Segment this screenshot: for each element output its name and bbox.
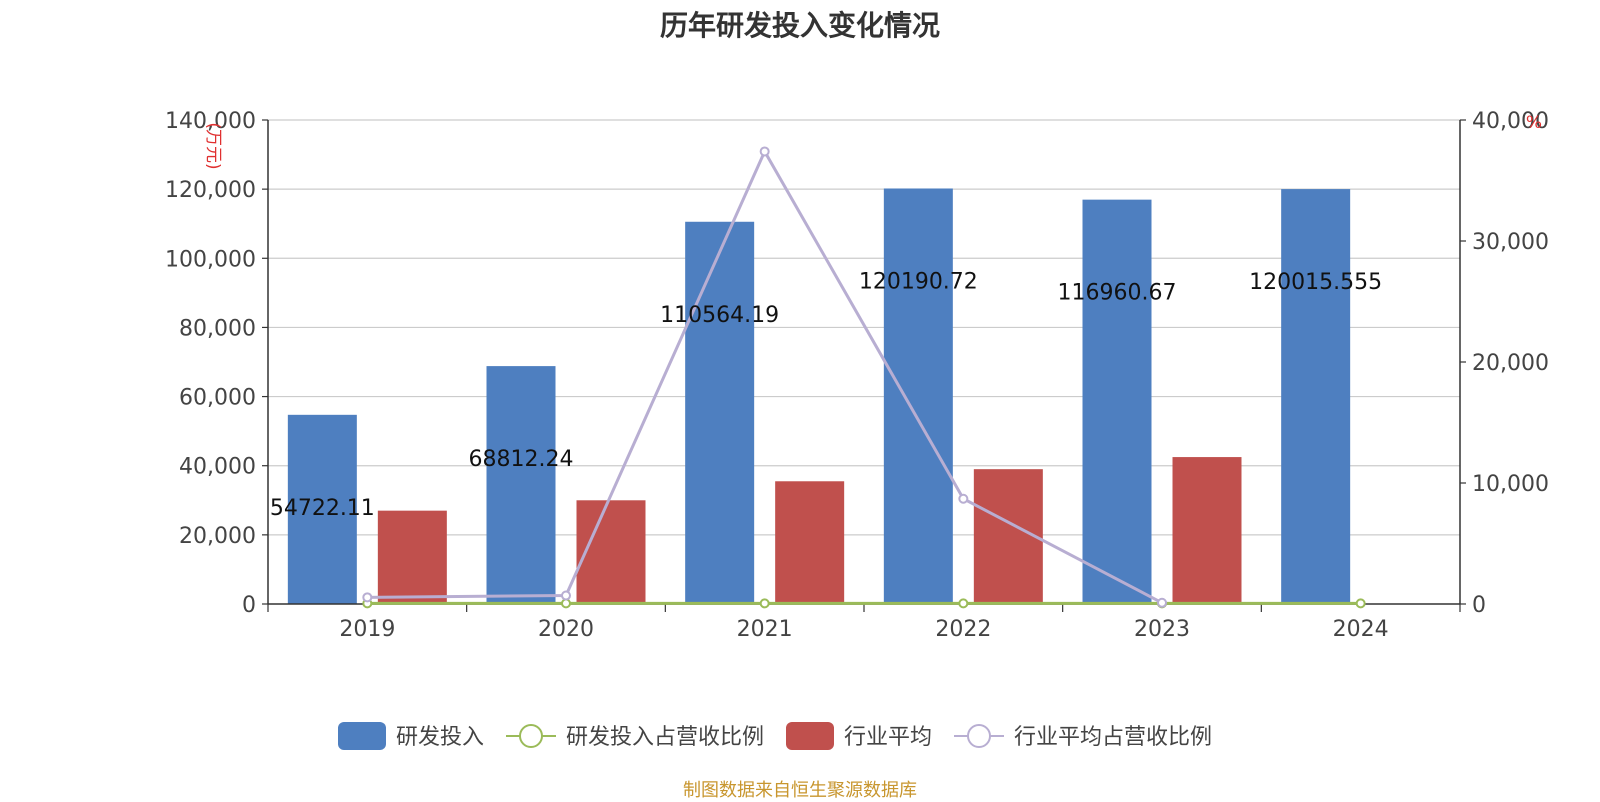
data-label: 116960.67	[1058, 281, 1177, 306]
point-rd-ratio	[1355, 598, 1366, 609]
legend-label: 行业平均	[844, 725, 932, 750]
right-axis-title: %	[1526, 113, 1542, 133]
right-tick-label: 40,000	[1472, 109, 1549, 134]
bar-industry-average	[1172, 457, 1242, 604]
x-tick-label: 2020	[538, 617, 594, 642]
x-tick-label: 2023	[1134, 617, 1190, 642]
point-rd-ratio	[958, 598, 969, 609]
left-tick-label: 20,000	[179, 524, 256, 549]
left-tick-label: 140,000	[165, 109, 256, 134]
bar-rd-investment	[883, 188, 953, 604]
chart-title: 历年研发投入变化情况	[659, 9, 940, 42]
point-industry-ratio	[561, 590, 571, 601]
legend-label: 研发投入占营收比例	[566, 725, 764, 750]
legend-swatch	[338, 722, 386, 750]
footer-note: 制图数据来自恒生聚源数据库	[683, 780, 917, 801]
data-label: 54722.11	[270, 496, 375, 521]
point-industry-ratio	[1157, 597, 1167, 608]
point-industry-ratio	[958, 493, 969, 504]
right-tick-label: 30,000	[1472, 230, 1549, 255]
bar-industry-average	[576, 500, 646, 604]
data-label: 110564.19	[660, 303, 779, 328]
point-industry-ratio	[759, 146, 770, 157]
data-label: 120190.72	[859, 269, 978, 294]
bar-industry-average	[775, 481, 845, 604]
bar-industry-average	[973, 469, 1043, 604]
point-rd-ratio	[561, 598, 571, 609]
left-tick-label: 60,000	[179, 386, 256, 411]
legend-label: 行业平均占营收比例	[1014, 725, 1212, 750]
point-industry-ratio	[362, 592, 373, 603]
legend-swatch	[786, 722, 834, 750]
bar-industry-average	[377, 510, 447, 604]
left-tick-label: 100,000	[165, 247, 256, 272]
right-tick-label: 0	[1472, 593, 1486, 618]
x-tick-label: 2021	[737, 617, 793, 642]
bar-rd-investment	[1082, 199, 1152, 604]
left-tick-label: 40,000	[179, 455, 256, 480]
data-label: 68812.24	[469, 447, 574, 472]
x-tick-label: 2022	[935, 617, 991, 642]
legend-label: 研发投入	[396, 725, 484, 750]
x-tick-label: 2019	[339, 617, 395, 642]
legend-marker	[519, 724, 543, 748]
legend-marker	[967, 724, 991, 748]
left-tick-label: 80,000	[179, 316, 256, 341]
right-tick-label: 10,000	[1472, 472, 1549, 497]
point-rd-ratio	[759, 598, 770, 609]
bar-rd-investment	[486, 366, 556, 604]
left-tick-label: 0	[242, 593, 256, 618]
left-tick-label: 120,000	[165, 178, 256, 203]
x-tick-label: 2024	[1333, 617, 1389, 642]
bar-rd-investment	[1281, 189, 1351, 604]
right-tick-label: 20,000	[1472, 351, 1549, 376]
bar-rd-investment	[685, 221, 755, 604]
left-axis-title: (万元)	[203, 122, 223, 169]
bar-rd-investment	[287, 414, 357, 604]
data-label: 120015.555	[1249, 270, 1382, 295]
